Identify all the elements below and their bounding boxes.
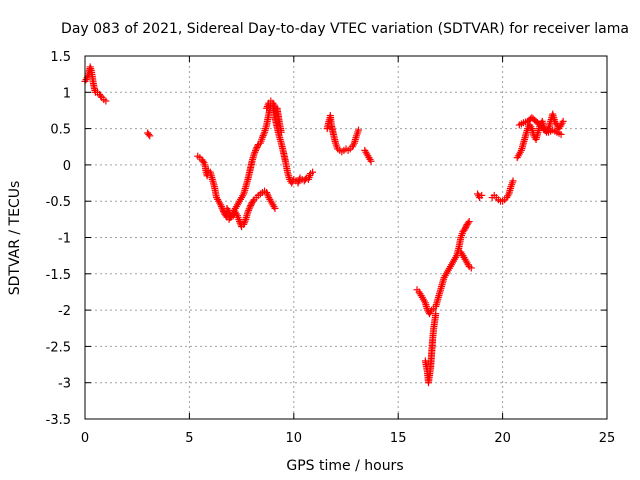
data-point xyxy=(258,133,266,141)
x-tick-label: 25 xyxy=(599,431,616,446)
x-axis-ticks: 0 5 10 15 20 25 xyxy=(81,56,615,446)
data-point xyxy=(467,264,475,272)
data-point xyxy=(260,130,268,138)
data-point xyxy=(145,130,153,138)
data-points xyxy=(81,63,567,387)
x-axis-label: GPS time / hours xyxy=(286,458,403,474)
data-point xyxy=(252,147,260,155)
data-point xyxy=(240,219,248,227)
y-tick-label: -2 xyxy=(58,304,71,319)
data-point xyxy=(244,208,252,216)
data-point xyxy=(263,103,271,111)
y-tick-label: -1.5 xyxy=(46,268,71,283)
data-point xyxy=(559,117,567,125)
data-point xyxy=(464,219,472,227)
data-point xyxy=(241,217,249,225)
data-point xyxy=(199,157,207,165)
data-point xyxy=(264,101,272,109)
y-tick-label: -3 xyxy=(58,377,71,392)
data-point xyxy=(146,132,154,140)
x-tick-label: 10 xyxy=(286,431,303,446)
data-point xyxy=(465,218,473,226)
y-tick-label: -0.5 xyxy=(46,195,71,210)
data-point xyxy=(225,208,233,216)
x-tick-label: 20 xyxy=(494,431,511,446)
data-point xyxy=(271,204,279,212)
data-point xyxy=(263,188,271,196)
y-tick-label: -1 xyxy=(58,232,71,247)
data-point xyxy=(509,177,517,185)
data-point xyxy=(263,190,271,198)
data-point xyxy=(478,191,486,199)
y-tick-label: 1 xyxy=(63,86,71,101)
data-point xyxy=(240,220,248,228)
data-point xyxy=(294,179,302,187)
y-tick-label: -3.5 xyxy=(46,413,71,428)
data-point xyxy=(245,206,253,214)
data-point xyxy=(367,157,375,165)
y-tick-label: 0.5 xyxy=(50,123,71,138)
data-point xyxy=(355,126,363,134)
data-point xyxy=(97,92,105,100)
data-point xyxy=(309,168,317,176)
chart-title: Day 083 of 2021, Sidereal Day-to-day VTE… xyxy=(61,21,629,37)
y-tick-label: 0 xyxy=(63,159,71,174)
y-tick-label: -2.5 xyxy=(46,340,71,355)
y-axis-ticks: -3.5 -3 -2.5 -2 -1.5 -1 -0.5 0 0.5 1 1.5 xyxy=(46,50,607,428)
data-point xyxy=(263,104,271,112)
data-point xyxy=(217,201,225,209)
data-point xyxy=(251,148,259,156)
data-point xyxy=(102,97,110,105)
x-tick-label: 0 xyxy=(81,431,89,446)
x-tick-label: 5 xyxy=(185,431,193,446)
data-point xyxy=(217,203,225,211)
y-tick-label: 1.5 xyxy=(50,50,71,65)
y-axis-label: SDTVAR / TECUs xyxy=(7,181,23,296)
data-point xyxy=(277,128,285,136)
data-point xyxy=(264,192,272,200)
data-point xyxy=(557,130,565,138)
data-point xyxy=(245,205,253,213)
data-point xyxy=(432,310,440,318)
data-point xyxy=(259,132,267,140)
grid-lines xyxy=(85,56,607,419)
data-point xyxy=(249,197,257,205)
data-point xyxy=(250,150,258,158)
x-tick-label: 15 xyxy=(390,431,407,446)
